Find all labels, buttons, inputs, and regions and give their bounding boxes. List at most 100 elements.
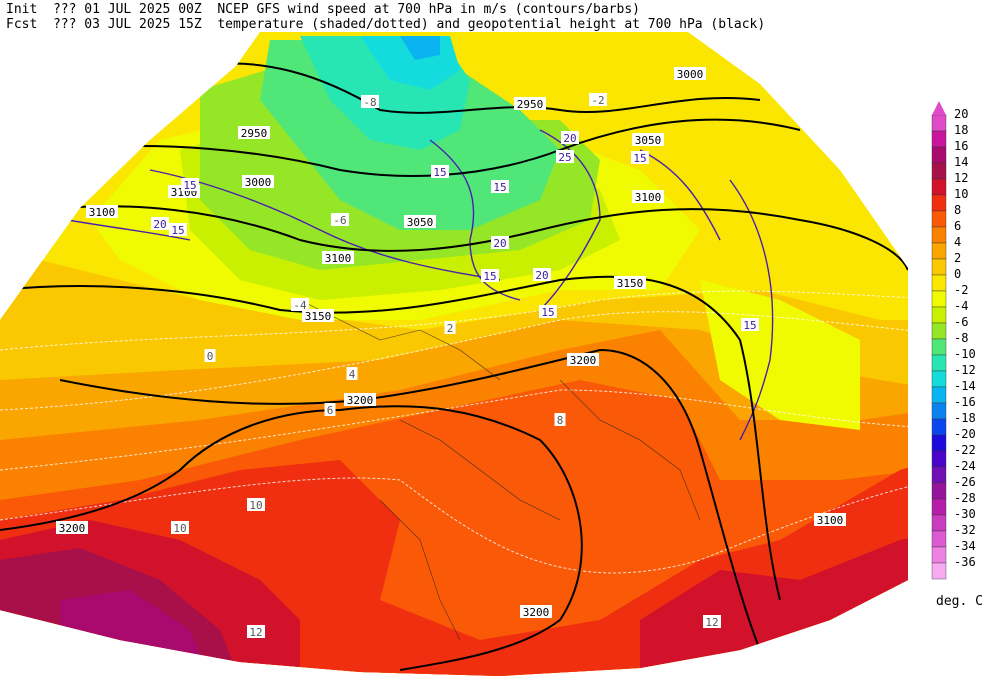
colorbar-label: -30 — [954, 507, 976, 521]
colorbar-swatch — [931, 322, 947, 340]
temperature-band — [700, 280, 860, 430]
wind-speed-contour — [639, 149, 721, 241]
colorbar-label: 18 — [954, 123, 969, 137]
height-label: 3200 — [56, 521, 88, 535]
colorbar-label: -2 — [954, 283, 969, 297]
svg-text:3200: 3200 — [59, 522, 86, 535]
temperature-isoline — [0, 290, 908, 351]
colorbar-swatch — [931, 162, 947, 180]
temperature-label: 2 — [444, 321, 456, 335]
temperature-label: -2 — [589, 93, 607, 107]
colorbar-swatch — [931, 258, 947, 276]
svg-text:20: 20 — [493, 237, 506, 250]
svg-text:3100: 3100 — [635, 191, 662, 204]
temperature-label: 4 — [346, 367, 358, 381]
colorbar-label: 2 — [954, 251, 962, 265]
fcst-line: Fcst ??? 03 JUL 2025 15Z temperature (sh… — [6, 17, 765, 32]
colorbar-label: 4 — [954, 235, 962, 249]
colorbar-swatch — [931, 290, 947, 308]
wind-speed-label: 20 — [533, 268, 551, 282]
colorbar-label: 14 — [954, 155, 969, 169]
colorbar-swatch — [931, 194, 947, 212]
height-label: 3000 — [242, 175, 274, 189]
colorbar-top-arrow — [932, 101, 946, 115]
init-value: ??? 01 JUL 2025 00Z — [52, 2, 202, 17]
colorbar-label: -4 — [954, 299, 969, 313]
height-contour — [0, 405, 583, 671]
svg-text:15: 15 — [171, 224, 184, 237]
svg-text:20: 20 — [535, 269, 548, 282]
colorbar-swatch — [931, 482, 947, 500]
colorbar-swatch — [931, 434, 947, 452]
height-label: 3200 — [344, 393, 376, 407]
height-label: 3050 — [404, 215, 436, 229]
colorbar-swatch — [931, 354, 947, 372]
colorbar-swatch — [931, 370, 947, 388]
colorbar-label: -18 — [954, 411, 976, 425]
temperature-isoline — [0, 389, 908, 471]
height-label: 3200 — [520, 605, 552, 619]
height-label: 3100 — [814, 513, 846, 527]
temperature-label: 10 — [171, 521, 189, 535]
svg-text:2950: 2950 — [241, 127, 268, 140]
svg-text:10: 10 — [173, 522, 186, 535]
height-label: 3100 — [322, 251, 354, 265]
colorbar-label: -24 — [954, 459, 976, 473]
wind-speed-label: 15 — [741, 318, 759, 332]
colorbar-label: -12 — [954, 363, 976, 377]
temperature-label: 12 — [247, 625, 265, 639]
svg-text:2: 2 — [447, 322, 454, 335]
colorbar-swatch — [931, 546, 947, 564]
height-contour — [0, 275, 781, 601]
init-label: Init — [6, 2, 38, 17]
colorbar-label: 16 — [954, 139, 969, 153]
wind-speed-label: 20 — [151, 217, 169, 231]
wind-speed-label: 15 — [631, 151, 649, 165]
colorbar-label: -10 — [954, 347, 976, 361]
temperature-label: -6 — [331, 213, 349, 227]
colorbar-label: -36 — [954, 555, 976, 569]
colorbar-label: -16 — [954, 395, 976, 409]
svg-text:-8: -8 — [363, 96, 376, 109]
height-label: 3050 — [632, 133, 664, 147]
svg-text:-2: -2 — [591, 94, 604, 107]
fcst-label: Fcst — [6, 17, 38, 32]
svg-text:3000: 3000 — [245, 176, 272, 189]
temperature-label: 6 — [324, 403, 336, 417]
temperature-label: -8 — [361, 95, 379, 109]
svg-text:3100: 3100 — [817, 514, 844, 527]
colorbar-label: -8 — [954, 331, 969, 345]
wind-speed-label: 15 — [169, 223, 187, 237]
wind-speed-label: 15 — [181, 178, 199, 192]
wind-speed-label: 20 — [491, 236, 509, 250]
colorbar-swatch — [931, 114, 947, 132]
svg-text:3050: 3050 — [407, 216, 434, 229]
country-border — [559, 379, 701, 521]
height-contour — [39, 205, 908, 271]
title-line-1: NCEP GFS wind speed at 700 hPa in m/s (c… — [217, 2, 640, 17]
colorbar-swatch — [931, 338, 947, 356]
colorbar-label: -28 — [954, 491, 976, 505]
height-label: 3100 — [86, 205, 118, 219]
svg-text:4: 4 — [349, 368, 356, 381]
svg-text:3200: 3200 — [570, 354, 597, 367]
wind-speed-label: 15 — [431, 165, 449, 179]
svg-text:15: 15 — [633, 152, 646, 165]
title-line-2: temperature (shaded/dotted) and geopoten… — [217, 17, 766, 32]
init-line: Init ??? 01 JUL 2025 00Z NCEP GFS wind s… — [6, 2, 640, 17]
wind-speed-label: 15 — [539, 305, 557, 319]
svg-text:2950: 2950 — [517, 98, 544, 111]
colorbar-label: -6 — [954, 315, 969, 329]
colorbar-label: 12 — [954, 171, 969, 185]
svg-text:15: 15 — [433, 166, 446, 179]
svg-text:3150: 3150 — [305, 310, 332, 323]
height-contour — [179, 62, 761, 114]
wind-speed-label: 20 — [561, 131, 579, 145]
svg-text:3200: 3200 — [347, 394, 374, 407]
colorbar-label: -34 — [954, 539, 976, 553]
height-label: 3000 — [674, 67, 706, 81]
svg-text:12: 12 — [705, 616, 718, 629]
temperature-label: 10 — [247, 498, 265, 512]
